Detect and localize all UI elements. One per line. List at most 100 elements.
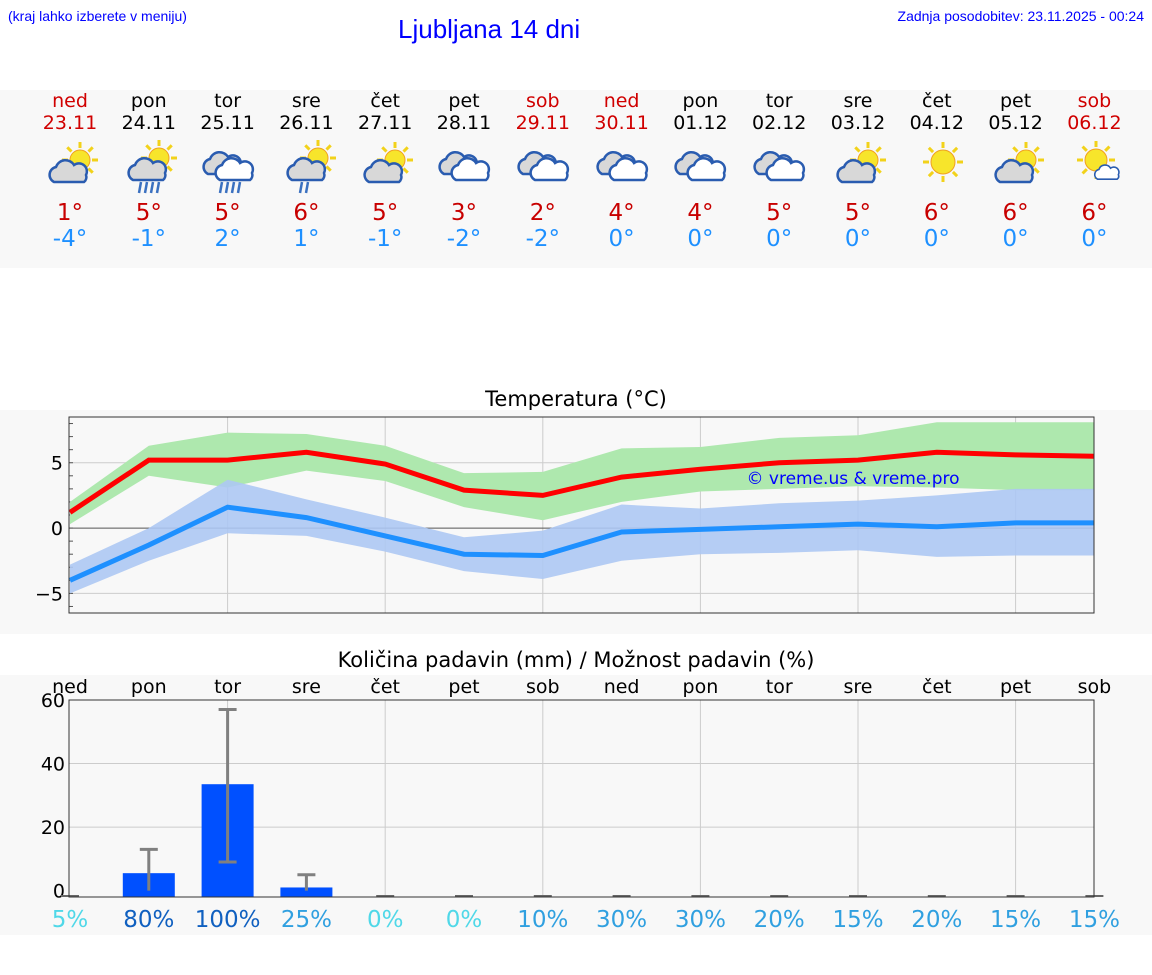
- day-label: pet: [448, 676, 479, 698]
- y-tick-label: 60: [41, 690, 65, 712]
- precip-chance: 80%: [123, 907, 174, 933]
- precipitation-chart: 0204060ned5%pon80%tor100%sre25%čet0%pet0…: [41, 676, 1120, 933]
- temp-min: -4°: [52, 226, 88, 252]
- day-column: tor 25.11 5° 2°: [188, 90, 268, 252]
- precip-chance: 100%: [195, 907, 261, 933]
- temp-min: -2°: [446, 226, 482, 252]
- temp-max: 1°: [56, 200, 84, 226]
- temp-max: 4°: [687, 200, 714, 226]
- day-label: čet: [922, 676, 952, 698]
- temp-max: 5°: [372, 200, 399, 226]
- partly-cloudy-icon: [818, 138, 898, 200]
- partly-cloudy-icon: [345, 138, 425, 200]
- cloudy-icon: [582, 138, 662, 200]
- day-column: ned 30.11 4° 0°: [582, 90, 662, 252]
- day-column: ned 23.11 1° -4°: [30, 90, 110, 252]
- day-label: pon: [683, 676, 719, 698]
- temp-min: 0°: [608, 226, 635, 252]
- day-name: ned: [52, 90, 88, 112]
- day-date: 02.12: [751, 112, 807, 134]
- day-date: 25.11: [200, 112, 255, 134]
- cloudy-icon: [660, 138, 740, 200]
- cloudy-icon: [424, 138, 504, 200]
- day-label: ned: [52, 676, 88, 698]
- temp-min: 0°: [687, 226, 714, 252]
- day-label: sob: [1078, 676, 1112, 698]
- day-name: sob: [526, 90, 560, 112]
- temp-max: 6°: [293, 200, 320, 226]
- precip-chance: 15%: [990, 907, 1041, 933]
- precip-chance: 30%: [596, 907, 647, 933]
- day-date: 30.11: [594, 112, 649, 134]
- precip-chance: 0%: [446, 907, 483, 933]
- temp-max: 6°: [1081, 200, 1108, 226]
- y-tick-label: 0: [51, 518, 63, 540]
- plot-frame: [68, 416, 1095, 614]
- day-name: pon: [682, 90, 719, 112]
- cloudy-icon: [739, 138, 819, 200]
- cloudy-rain-icon: [188, 138, 268, 200]
- temp-min: -1°: [131, 226, 167, 252]
- day-name: sre: [291, 90, 321, 112]
- max-temp-band: [70, 422, 1095, 525]
- day-column: sob 29.11 2° -2°: [503, 90, 583, 252]
- temp-max: 2°: [529, 200, 556, 226]
- temperature-chart: −5 0 5 © vreme.us & vreme.pro: [35, 416, 1095, 614]
- temp-min: 0°: [923, 226, 950, 252]
- precip-chance: 15%: [1069, 907, 1120, 933]
- temp-max: 3°: [450, 200, 478, 226]
- precip-bar: [280, 887, 333, 897]
- y-tick-label: 0: [53, 881, 65, 903]
- day-name: ned: [603, 90, 640, 112]
- day-name: sob: [1077, 90, 1112, 112]
- temp-min: 0°: [1081, 226, 1108, 252]
- day-date: 05.12: [988, 112, 1043, 134]
- day-label: čet: [370, 676, 400, 698]
- day-date: 28.11: [436, 112, 492, 134]
- day-column: sre 26.11 6° 1°: [266, 90, 346, 252]
- y-tick-label: 40: [41, 754, 65, 776]
- day-name: čet: [922, 90, 952, 112]
- day-label: ned: [604, 676, 640, 698]
- day-date: 04.12: [909, 112, 964, 134]
- day-name: tor: [214, 90, 242, 112]
- day-column: čet 27.11 5° -1°: [345, 90, 425, 252]
- partly-cloudy-icon: [30, 138, 110, 200]
- day-column: čet 04.12 6° 0°: [897, 90, 977, 252]
- precip-chance: 20%: [754, 907, 805, 933]
- temp-min: -1°: [367, 226, 403, 252]
- day-name: tor: [765, 90, 793, 112]
- day-name: pet: [448, 90, 480, 112]
- temp-min: 2°: [214, 226, 241, 252]
- min-temp-band: [70, 479, 1095, 594]
- last-updated: Zadnja posodobitev: 23.11.2025 - 00:24: [897, 8, 1144, 24]
- day-date: 03.12: [830, 112, 886, 134]
- day-column: pon 24.11 5° -1°: [109, 90, 189, 252]
- forecast-panel: ned 23.11 1° -4° pon 24.11 5° -1° tor 25.1…: [0, 90, 1152, 268]
- day-label: pon: [131, 676, 167, 698]
- day-column: sre 03.12 5° 0°: [818, 90, 898, 252]
- y-tick-label: 20: [41, 817, 65, 839]
- precip-chance: 20%: [911, 907, 962, 933]
- precip-chance: 10%: [517, 907, 568, 933]
- temp-min: 0°: [1002, 226, 1029, 252]
- precip-chance: 30%: [675, 907, 726, 933]
- cloudy-icon: [503, 138, 583, 200]
- day-date: 06.12: [1067, 112, 1122, 134]
- sun-cloud-rain-icon: [109, 138, 189, 200]
- day-label: tor: [214, 676, 241, 698]
- day-column: sob 06.12 6° 0°: [1054, 90, 1134, 252]
- sun-small-cloud-icon: [1054, 138, 1134, 200]
- day-date: 23.11: [42, 112, 98, 134]
- temp-max: 6°: [1002, 200, 1029, 226]
- day-date: 01.12: [673, 112, 728, 134]
- temp-min: -2°: [525, 226, 561, 252]
- day-name: sre: [843, 90, 873, 112]
- day-date: 29.11: [515, 112, 570, 134]
- temp-max: 5°: [214, 200, 241, 226]
- temp-min: 0°: [844, 226, 872, 252]
- day-column: pet 05.12 6° 0°: [976, 90, 1056, 252]
- day-name: pon: [130, 90, 167, 112]
- max-temp-line: [68, 449, 1095, 515]
- day-name: čet: [370, 90, 400, 112]
